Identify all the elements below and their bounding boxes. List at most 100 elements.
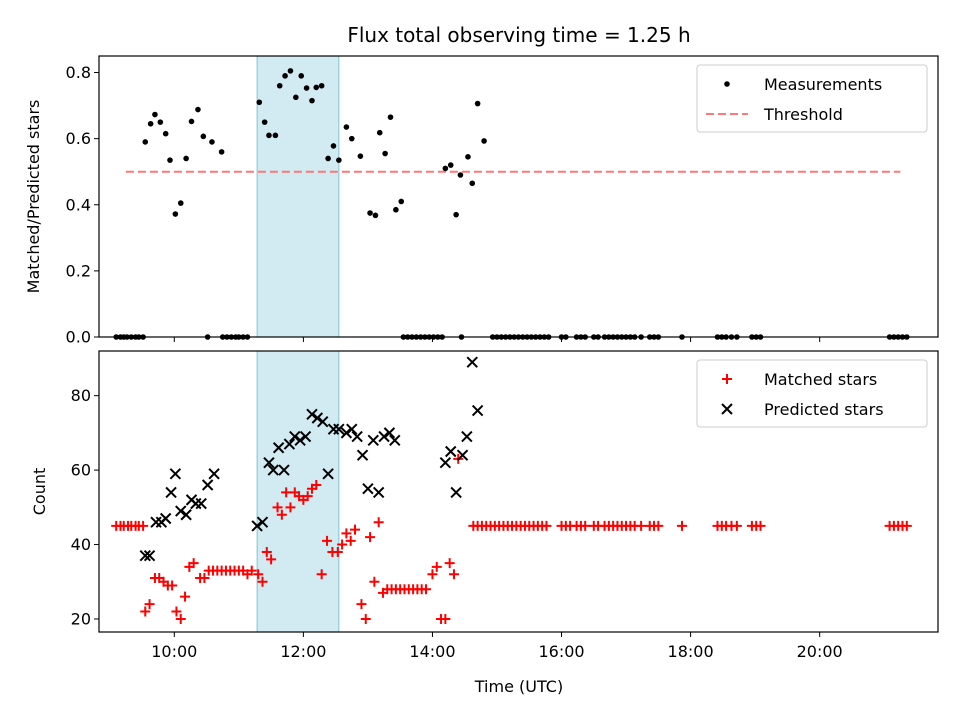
- measurement-point: [474, 100, 481, 107]
- predicted-point: [450, 486, 462, 499]
- matched-point: [341, 528, 352, 539]
- predicted-point: [322, 468, 334, 480]
- measurement-point: [330, 143, 337, 149]
- matched-point: [281, 487, 292, 498]
- predicted-point: [263, 456, 275, 469]
- x-tick-label: 12:00: [280, 642, 326, 661]
- measurement-point: [195, 106, 201, 113]
- predicted-point: [159, 512, 172, 525]
- matched-point: [653, 520, 664, 531]
- matched-point: [360, 613, 371, 624]
- matched-point: [285, 502, 296, 513]
- measurement-point: [313, 84, 320, 91]
- predicted-point: [456, 449, 469, 461]
- predicted-point: [333, 423, 345, 435]
- measurement-point: [325, 155, 331, 162]
- matched-point: [253, 569, 264, 580]
- count-panel: 20 40 60 80 10:00 12:00 14:00 16:00 18:00 20:00 Co…: [30, 350, 939, 661]
- measurement-point: [398, 198, 405, 205]
- matched-point: [444, 558, 455, 569]
- matched-point: [755, 520, 766, 531]
- measurement-point: [183, 155, 189, 162]
- predicted-point: [383, 427, 396, 439]
- predicted-point: [372, 486, 385, 499]
- measurement-point: [343, 124, 350, 130]
- matched-point: [266, 554, 277, 565]
- x-tick-label: 16:00: [538, 642, 584, 661]
- measurement-point: [367, 210, 373, 216]
- predicted-point: [389, 434, 401, 447]
- predicted-point: [283, 438, 296, 450]
- predicted-point: [294, 434, 306, 447]
- measurement-point: [177, 200, 184, 206]
- y-axis-label: Matched/Predicted stars: [24, 100, 43, 294]
- x-tick-label: 14:00: [409, 642, 455, 661]
- measurement-point: [357, 153, 364, 159]
- predicted-point: [317, 416, 329, 428]
- series-0: [113, 68, 910, 340]
- measurement-point: [465, 154, 471, 160]
- matched-point: [431, 561, 442, 572]
- ratio-panel: 0.0 0.2 0.4 0.6 0.8 Matched/Predicted stars Me…: [24, 55, 939, 347]
- matched-point: [580, 520, 591, 531]
- x-tick-label: 20:00: [797, 642, 843, 661]
- predicted-point: [175, 505, 187, 517]
- matched-point: [337, 539, 348, 550]
- legend-marker-matched: [722, 374, 732, 384]
- matched-point: [180, 591, 191, 602]
- legend: Measurements Threshold: [696, 64, 928, 133]
- measurement-point: [147, 120, 154, 127]
- y-tick-label: 0.0: [66, 328, 91, 347]
- matched-point: [302, 491, 313, 502]
- matched-point: [365, 532, 376, 543]
- matched-point: [138, 520, 149, 531]
- measurement-point: [157, 119, 164, 125]
- measurement-point: [309, 97, 315, 104]
- measurement-point: [162, 130, 169, 137]
- y-tick-label: 20: [71, 609, 91, 628]
- measurement-point: [256, 99, 263, 106]
- predicted-point: [150, 516, 162, 528]
- matched-point: [373, 517, 384, 528]
- measurement-point: [282, 73, 288, 79]
- measurement-point: [287, 68, 294, 74]
- measurement-point: [152, 111, 158, 118]
- predicted-point: [299, 430, 312, 443]
- measurement-point: [276, 82, 283, 89]
- measurement-point: [336, 157, 342, 163]
- predicted-point: [362, 483, 374, 495]
- matched-point: [199, 573, 210, 584]
- predicted-point: [466, 356, 478, 368]
- predicted-point: [165, 486, 177, 499]
- predicted-point: [367, 434, 379, 447]
- x-tick-label: 18:00: [668, 642, 714, 661]
- matched-point: [322, 535, 333, 546]
- matched-point: [316, 569, 327, 580]
- predicted-point: [306, 408, 318, 420]
- predicted-point: [311, 412, 324, 424]
- measurement-point: [447, 162, 454, 168]
- y-tick-label: 0.6: [66, 129, 91, 148]
- matched-point: [144, 599, 155, 610]
- matched-point: [350, 524, 361, 535]
- matched-point: [356, 599, 367, 610]
- x-axis-label: Time (UTC): [474, 677, 563, 696]
- y-tick-label: 0.8: [66, 63, 91, 82]
- predicted-point: [272, 442, 285, 454]
- measurement-point: [261, 119, 268, 125]
- measurement-point: [393, 206, 399, 213]
- matched-point: [345, 535, 356, 546]
- measurement-point: [481, 138, 487, 144]
- predicted-point: [351, 430, 363, 443]
- matched-point: [261, 546, 272, 557]
- legend-frame: [696, 64, 928, 133]
- matched-point: [731, 520, 742, 531]
- legend-marker-measurements: [724, 81, 730, 87]
- predicted-point: [289, 430, 301, 443]
- predicted-point: [256, 516, 269, 528]
- measurement-point: [200, 133, 207, 140]
- predicted-point: [180, 509, 192, 521]
- matched-point: [541, 520, 552, 531]
- matched-point: [901, 520, 912, 531]
- predicted-point: [190, 497, 202, 510]
